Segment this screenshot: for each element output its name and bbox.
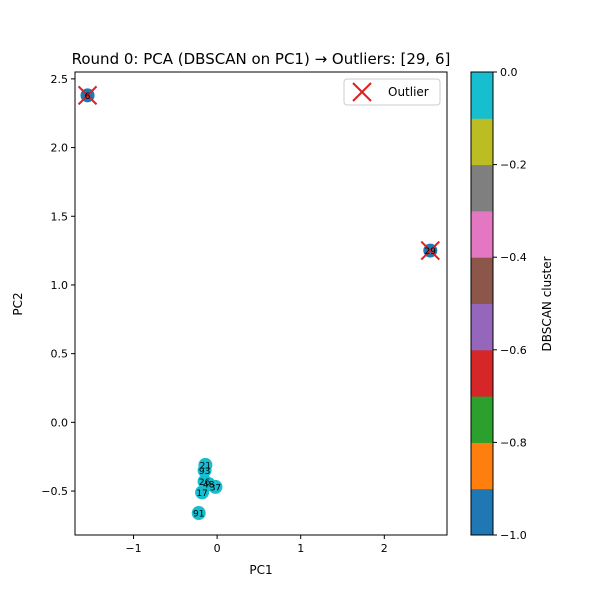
colorbar-ticks: −1.0 −0.8 −0.6 −0.4 −0.2 0.0 — [493, 66, 527, 542]
colorbar-band — [471, 72, 493, 119]
colorbar-band — [471, 349, 493, 397]
outlier-marker-6 — [77, 85, 98, 106]
y-tick-label: 2.5 — [51, 73, 69, 86]
x-axis-label: PC1 — [249, 563, 272, 577]
plot-frame — [74, 71, 448, 536]
y-tick-label: −0.5 — [41, 485, 68, 498]
colorbar-tick-label: −1.0 — [500, 529, 527, 542]
outlier-x-icon — [352, 82, 372, 102]
point-label-29: 29 — [425, 247, 437, 257]
data-point-37 — [208, 479, 223, 494]
y-tick-label: 2.0 — [51, 142, 69, 155]
y-axis-label: PC2 — [11, 292, 25, 315]
colorbar-tick-label: 0.0 — [500, 66, 518, 79]
colorbar-band — [471, 488, 493, 536]
point-label-6: 6 — [85, 92, 91, 102]
colorbar-tick-label: −0.8 — [500, 436, 527, 449]
chart-title: Round 0: PCA (DBSCAN on PC1) → Outliers:… — [72, 50, 451, 68]
x-tick-label: 0 — [214, 542, 221, 555]
outlier-marker-29 — [420, 240, 440, 261]
colorbar: −1.0 −0.8 −0.6 −0.4 −0.2 0.0 DBSCAN cluster — [470, 66, 554, 542]
colorbar-frame — [470, 71, 494, 536]
data-point-93 — [197, 463, 212, 478]
legend: Outlier — [343, 78, 441, 106]
point-label-17: 17 — [196, 489, 207, 499]
outlier-markers — [77, 85, 440, 261]
colorbar-band — [471, 210, 493, 258]
colorbar-tick-label: −0.6 — [500, 344, 527, 357]
colorbar-tick-label: −0.2 — [500, 159, 527, 172]
colorbar-band — [471, 257, 493, 304]
y-axis-ticks: −0.5 0.0 0.5 1.0 1.5 2.0 2.5 — [41, 73, 75, 498]
x-axis-ticks: −1 0 1 2 — [125, 535, 388, 555]
colorbar-band — [471, 303, 493, 351]
y-tick-label: 0.0 — [51, 416, 69, 429]
colorbar-band — [471, 118, 493, 166]
y-tick-label: 0.5 — [51, 348, 69, 361]
x-tick-label: −1 — [125, 542, 141, 555]
colorbar-label: DBSCAN cluster — [540, 256, 554, 351]
colorbar-band — [471, 396, 493, 443]
plot-area: −1 0 1 2 −0.5 0.0 0.5 1.0 1.5 2.0 2.5 6 29 21932648… — [41, 71, 448, 555]
colorbar-band — [471, 164, 493, 212]
point-label-91: 91 — [193, 510, 204, 520]
y-tick-label: 1.0 — [51, 279, 69, 292]
x-tick-label: 1 — [297, 542, 304, 555]
point-label-37: 37 — [210, 483, 221, 493]
y-tick-label: 1.5 — [51, 210, 69, 223]
point-label-93: 93 — [199, 467, 210, 477]
colorbar-bands — [471, 72, 493, 536]
x-tick-label: 2 — [381, 542, 388, 555]
point-label-26: 26 — [199, 478, 211, 488]
data-point-17 — [195, 485, 210, 500]
data-point-91 — [191, 506, 206, 521]
point-label-21: 21 — [200, 461, 211, 471]
data-points — [80, 88, 438, 521]
point-label-48: 48 — [203, 481, 215, 491]
colorbar-tick-label: −0.4 — [500, 251, 527, 264]
legend-label-outlier: Outlier — [388, 85, 429, 99]
colorbar-band — [471, 442, 493, 490]
